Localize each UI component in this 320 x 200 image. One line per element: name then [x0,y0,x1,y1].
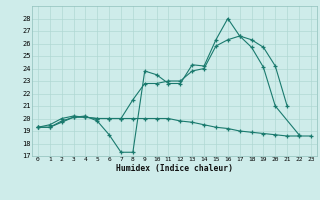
X-axis label: Humidex (Indice chaleur): Humidex (Indice chaleur) [116,164,233,173]
